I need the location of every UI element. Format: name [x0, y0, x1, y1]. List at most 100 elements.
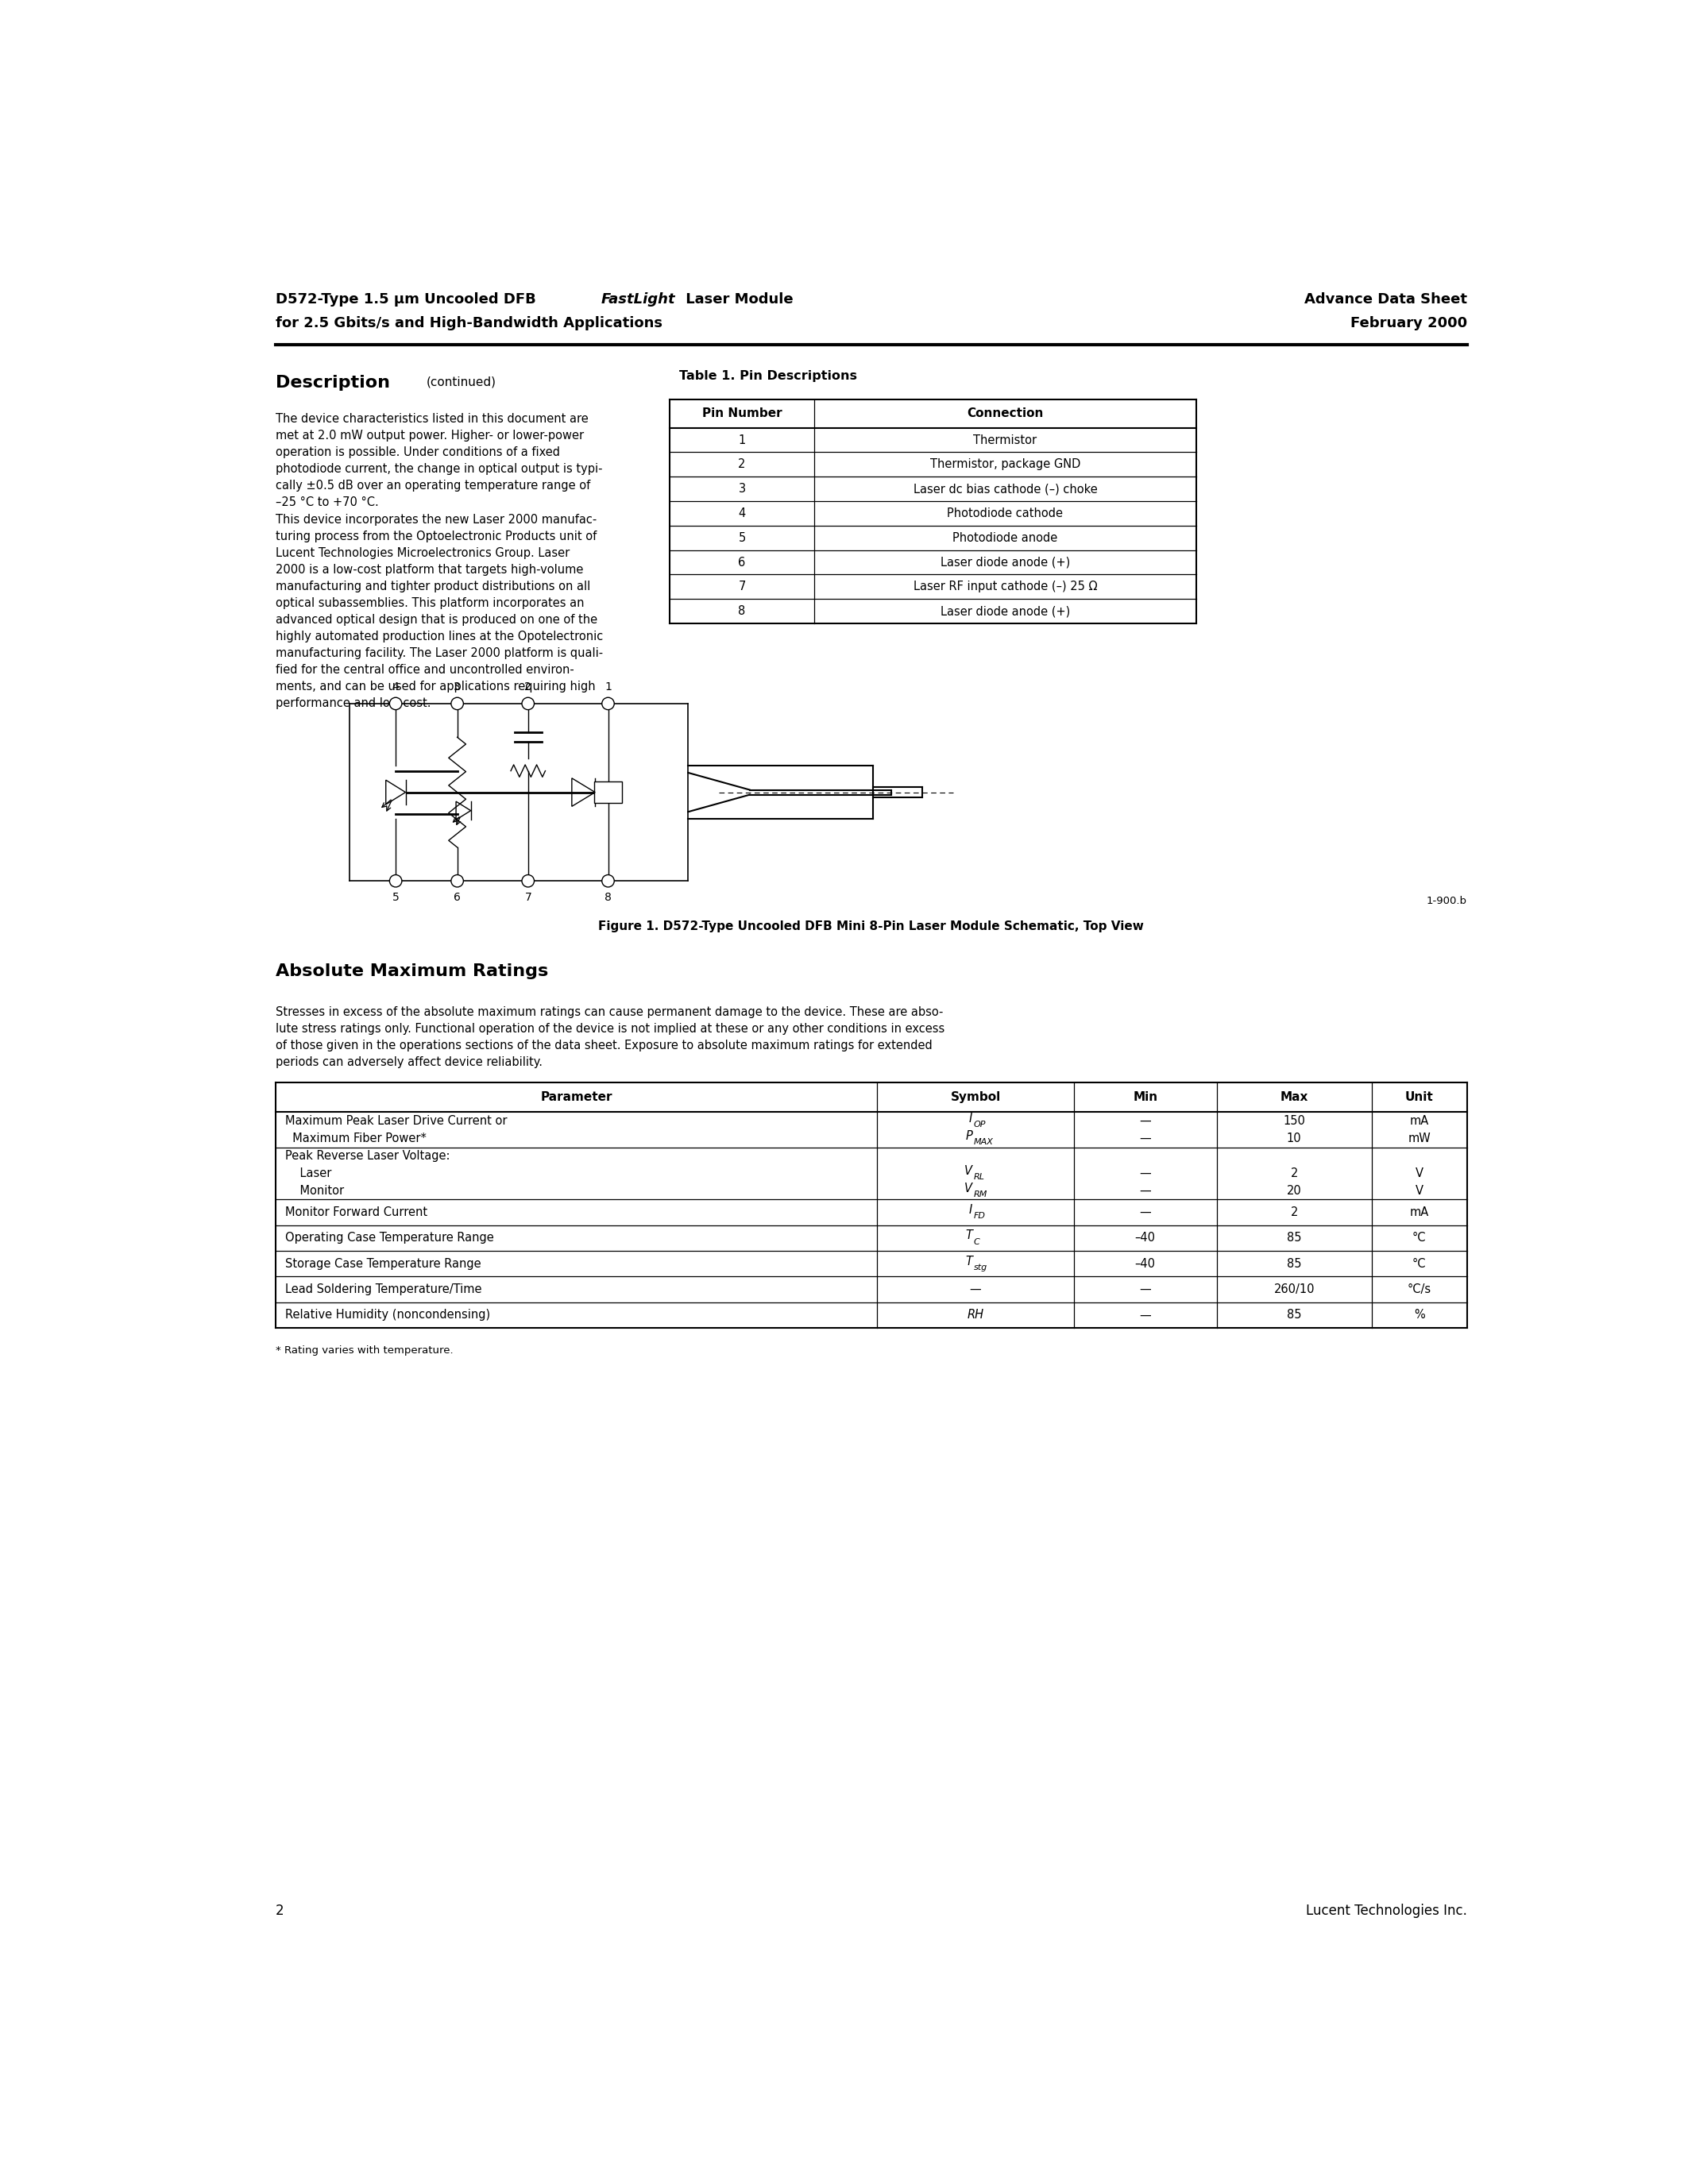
Circle shape [603, 876, 614, 887]
Text: Photodiode anode: Photodiode anode [952, 533, 1058, 544]
Text: MAX: MAX [974, 1138, 994, 1147]
Text: Figure 1. D572-Type Uncooled DFB Mini 8-Pin Laser Module Schematic, Top View: Figure 1. D572-Type Uncooled DFB Mini 8-… [599, 922, 1144, 933]
Text: Laser: Laser [285, 1168, 331, 1179]
Text: 3: 3 [454, 681, 461, 692]
Text: Laser RF input cathode (–) 25 Ω: Laser RF input cathode (–) 25 Ω [913, 581, 1097, 592]
Text: Operating Case Temperature Range: Operating Case Temperature Range [285, 1232, 493, 1245]
Text: 7: 7 [525, 891, 532, 902]
Text: Max: Max [1280, 1092, 1308, 1103]
Circle shape [451, 697, 464, 710]
Text: %: % [1415, 1308, 1425, 1321]
Text: The device characteristics listed in this document are
met at 2.0 mW output powe: The device characteristics listed in thi… [275, 413, 603, 509]
Text: —: — [1139, 1308, 1151, 1321]
Circle shape [522, 697, 533, 710]
Text: (continued): (continued) [427, 376, 496, 389]
Text: Maximum Fiber Power*: Maximum Fiber Power* [285, 1133, 425, 1144]
Text: 150: 150 [1283, 1116, 1305, 1127]
Circle shape [522, 876, 533, 887]
Text: V: V [1415, 1168, 1423, 1179]
Text: —: — [969, 1284, 981, 1295]
Text: —: — [1139, 1168, 1151, 1179]
Text: Lucent Technologies Inc.: Lucent Technologies Inc. [1307, 1904, 1467, 1918]
Text: Unit: Unit [1404, 1092, 1433, 1103]
Text: 85: 85 [1286, 1258, 1301, 1269]
Text: I: I [969, 1203, 972, 1216]
Text: Description: Description [275, 376, 390, 391]
Text: Laser diode anode (+): Laser diode anode (+) [940, 557, 1070, 568]
Text: Lead Soldering Temperature/Time: Lead Soldering Temperature/Time [285, 1284, 481, 1295]
Text: stg: stg [974, 1265, 987, 1271]
Text: Peak Reverse Laser Voltage:: Peak Reverse Laser Voltage: [285, 1151, 449, 1162]
Circle shape [390, 876, 402, 887]
Text: C: C [974, 1238, 979, 1245]
Text: 20: 20 [1286, 1186, 1301, 1197]
Text: Photodiode cathode: Photodiode cathode [947, 507, 1063, 520]
Text: 3: 3 [738, 483, 746, 496]
Text: Table 1. Pin Descriptions: Table 1. Pin Descriptions [679, 371, 858, 382]
Text: 2: 2 [525, 681, 532, 692]
Text: 8: 8 [604, 891, 611, 902]
Text: —: — [1139, 1116, 1151, 1127]
Text: T: T [966, 1230, 972, 1241]
Text: * Rating varies with temperature.: * Rating varies with temperature. [275, 1345, 454, 1356]
Text: 10: 10 [1286, 1133, 1301, 1144]
Text: February 2000: February 2000 [1350, 317, 1467, 330]
Text: Thermistor, package GND: Thermistor, package GND [930, 459, 1080, 470]
Text: 6: 6 [454, 891, 461, 902]
Text: Monitor: Monitor [285, 1186, 344, 1197]
Text: Laser dc bias cathode (–) choke: Laser dc bias cathode (–) choke [913, 483, 1097, 496]
Text: —: — [1139, 1284, 1151, 1295]
Text: RH: RH [967, 1308, 984, 1321]
Text: 4: 4 [392, 681, 398, 692]
Text: Pin Number: Pin Number [702, 408, 782, 419]
Text: —: — [1139, 1133, 1151, 1144]
Bar [594, 782, 621, 804]
Text: for 2.5 Gbits/s and High-Bandwidth Applications: for 2.5 Gbits/s and High-Bandwidth Appli… [275, 317, 662, 330]
Text: mW: mW [1408, 1133, 1431, 1144]
Text: Min: Min [1133, 1092, 1158, 1103]
Text: °C: °C [1413, 1232, 1426, 1245]
Text: –40: –40 [1134, 1258, 1156, 1269]
Text: T: T [966, 1256, 972, 1267]
Text: Parameter: Parameter [540, 1092, 613, 1103]
Text: Symbol: Symbol [950, 1092, 1001, 1103]
Circle shape [390, 697, 402, 710]
Text: 85: 85 [1286, 1232, 1301, 1245]
Text: 5: 5 [738, 533, 746, 544]
Text: 2: 2 [1290, 1168, 1298, 1179]
Text: Stresses in excess of the absolute maximum ratings can cause permanent damage to: Stresses in excess of the absolute maxim… [275, 1007, 945, 1068]
Text: V: V [964, 1164, 972, 1177]
Text: P: P [966, 1131, 972, 1142]
Text: 7: 7 [738, 581, 746, 592]
Text: RM: RM [974, 1190, 987, 1199]
Text: RL: RL [974, 1173, 984, 1182]
Text: 5: 5 [392, 891, 398, 902]
Text: OP: OP [974, 1120, 986, 1129]
Text: 8: 8 [738, 605, 746, 618]
Text: °C/s: °C/s [1408, 1284, 1431, 1295]
Text: 1-900.b: 1-900.b [1426, 895, 1467, 906]
Text: 2: 2 [738, 459, 746, 470]
Text: Advance Data Sheet: Advance Data Sheet [1305, 293, 1467, 308]
Text: °C: °C [1413, 1258, 1426, 1269]
Text: 260/10: 260/10 [1274, 1284, 1315, 1295]
Text: 1: 1 [738, 435, 746, 446]
Text: Monitor Forward Current: Monitor Forward Current [285, 1206, 427, 1219]
Text: –40: –40 [1134, 1232, 1156, 1245]
Text: FastLight: FastLight [601, 293, 675, 308]
Text: 2: 2 [275, 1904, 284, 1918]
Text: FD: FD [974, 1212, 986, 1221]
Text: V: V [964, 1182, 972, 1195]
Text: V: V [1415, 1186, 1423, 1197]
Text: 4: 4 [738, 507, 746, 520]
Circle shape [451, 876, 464, 887]
Text: 6: 6 [738, 557, 746, 568]
Text: —: — [1139, 1186, 1151, 1197]
Text: —: — [1139, 1206, 1151, 1219]
Text: D572-Type 1.5 μm Uncooled DFB: D572-Type 1.5 μm Uncooled DFB [275, 293, 540, 308]
Text: 1: 1 [604, 681, 611, 692]
Text: Relative Humidity (noncondensing): Relative Humidity (noncondensing) [285, 1308, 490, 1321]
Text: 2: 2 [1290, 1206, 1298, 1219]
Text: I: I [969, 1112, 972, 1125]
Text: Laser diode anode (+): Laser diode anode (+) [940, 605, 1070, 618]
